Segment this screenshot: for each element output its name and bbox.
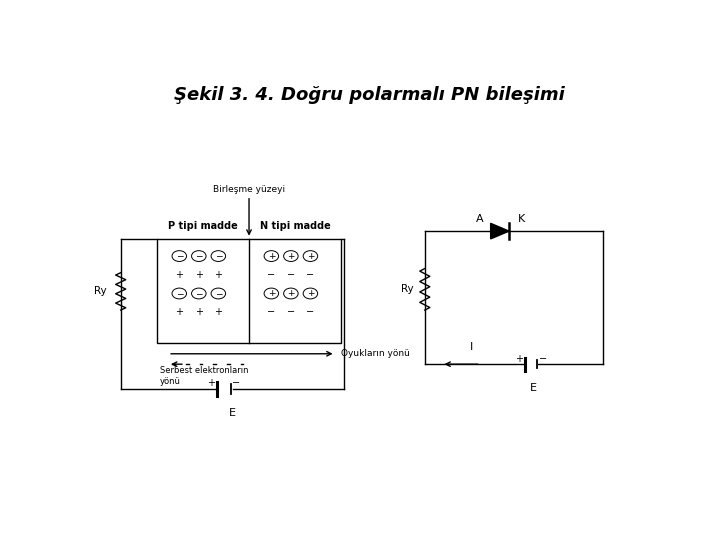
- Circle shape: [172, 288, 186, 299]
- Text: E: E: [229, 408, 235, 418]
- Bar: [157, 239, 341, 343]
- Text: E: E: [530, 383, 537, 393]
- Text: −: −: [267, 307, 276, 317]
- Text: −: −: [176, 252, 183, 261]
- Text: N tipi madde: N tipi madde: [260, 221, 330, 231]
- Text: Ry: Ry: [401, 285, 413, 294]
- Text: +: +: [268, 252, 275, 261]
- Text: +: +: [175, 270, 184, 280]
- Text: Birleşme yüzeyi: Birleşme yüzeyi: [213, 185, 285, 194]
- Text: −: −: [539, 354, 546, 364]
- Text: +: +: [215, 307, 222, 317]
- Text: +: +: [287, 252, 294, 261]
- Text: −: −: [287, 307, 295, 317]
- Text: +: +: [195, 307, 203, 317]
- Text: −: −: [176, 289, 183, 298]
- Circle shape: [264, 251, 279, 261]
- Text: P tipi madde: P tipi madde: [168, 221, 238, 231]
- Text: −: −: [195, 252, 202, 261]
- Text: +: +: [268, 289, 275, 298]
- Text: +: +: [307, 252, 314, 261]
- Text: +: +: [195, 270, 203, 280]
- Text: −: −: [233, 378, 240, 388]
- Circle shape: [284, 251, 298, 261]
- Text: +: +: [287, 289, 294, 298]
- Text: −: −: [267, 270, 276, 280]
- Text: +: +: [175, 307, 184, 317]
- Circle shape: [303, 251, 318, 261]
- Text: Ry: Ry: [94, 286, 107, 296]
- Circle shape: [264, 288, 279, 299]
- Text: −: −: [215, 252, 222, 261]
- Circle shape: [192, 288, 206, 299]
- Text: +: +: [215, 270, 222, 280]
- Polygon shape: [490, 224, 509, 239]
- Text: −: −: [306, 307, 315, 317]
- Circle shape: [172, 251, 186, 261]
- Text: −: −: [195, 289, 202, 298]
- Circle shape: [284, 288, 298, 299]
- Text: Serbest elektronların
yönü: Serbest elektronların yönü: [160, 366, 248, 386]
- Text: Oyukların yönü: Oyukların yönü: [341, 349, 410, 358]
- Circle shape: [211, 251, 225, 261]
- Text: +: +: [207, 378, 215, 388]
- Text: +: +: [515, 354, 523, 364]
- Text: −: −: [215, 289, 222, 298]
- Text: −: −: [287, 270, 295, 280]
- Text: −: −: [306, 270, 315, 280]
- Circle shape: [211, 288, 225, 299]
- Text: I: I: [470, 342, 474, 352]
- Circle shape: [192, 251, 206, 261]
- Text: A: A: [476, 214, 483, 224]
- Text: +: +: [307, 289, 314, 298]
- Circle shape: [303, 288, 318, 299]
- Text: K: K: [518, 214, 525, 224]
- Text: Şekil 3. 4. Doğru polarmalı PN bileşimi: Şekil 3. 4. Doğru polarmalı PN bileşimi: [174, 85, 564, 104]
